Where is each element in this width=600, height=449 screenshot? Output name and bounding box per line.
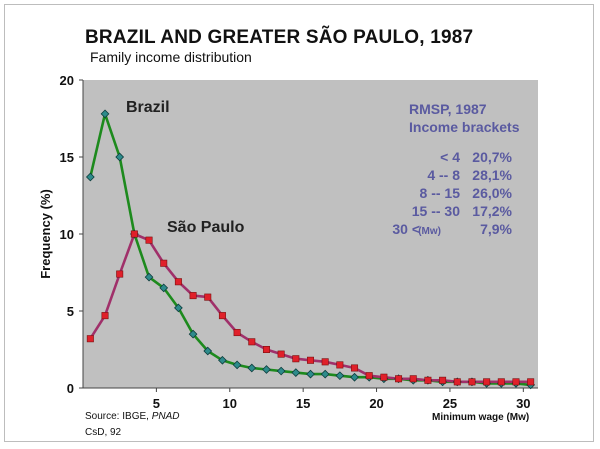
point-s-o-paulo-25 bbox=[453, 378, 461, 386]
y-axis-ticks: 0 5 10 15 20 bbox=[60, 73, 83, 396]
point-s-o-paulo-15 bbox=[306, 356, 314, 364]
point-brazil-7 bbox=[188, 329, 198, 339]
annotation-header-income-brackets: Income brackets bbox=[409, 119, 520, 135]
point-s-o-paulo-23 bbox=[424, 376, 432, 384]
source-note: Source: IBGE, PNAD bbox=[85, 411, 180, 422]
point-s-o-paulo-7 bbox=[189, 292, 197, 300]
point-s-o-paulo-8 bbox=[204, 293, 212, 301]
point-brazil-5 bbox=[159, 283, 169, 293]
point-brazil-4 bbox=[144, 272, 154, 282]
series-markers bbox=[85, 109, 536, 390]
bracket-value-3: 17,2% bbox=[472, 203, 512, 219]
bracket-range-4: 30 < bbox=[392, 221, 420, 237]
point-brazil-16 bbox=[320, 369, 330, 379]
point-s-o-paulo-4 bbox=[145, 236, 153, 244]
chart-subtitle: Family income distribution bbox=[90, 49, 252, 65]
y-tick-label-15: 15 bbox=[60, 150, 74, 165]
point-s-o-paulo-3 bbox=[130, 230, 138, 238]
bracket-range-0: < 4 bbox=[440, 149, 460, 165]
point-s-o-paulo-0 bbox=[86, 335, 94, 343]
point-s-o-paulo-21 bbox=[395, 375, 403, 383]
x-tick-label-30: 30 bbox=[516, 396, 530, 411]
y-tick-label-0: 0 bbox=[67, 381, 74, 396]
point-brazil-10 bbox=[232, 360, 242, 370]
figure-frame bbox=[4, 4, 594, 442]
point-s-o-paulo-30 bbox=[527, 378, 535, 386]
point-brazil-6 bbox=[174, 303, 183, 313]
y-tick-label-20: 20 bbox=[60, 73, 74, 88]
bracket-range-1: 4 -- 8 bbox=[427, 167, 460, 183]
x-tick-label-15: 15 bbox=[296, 396, 310, 411]
bracket-range-3: 15 -- 30 bbox=[412, 203, 460, 219]
point-brazil-8 bbox=[203, 346, 213, 356]
point-brazil-0 bbox=[85, 172, 95, 182]
point-brazil-2 bbox=[115, 152, 125, 162]
point-s-o-paulo-6 bbox=[174, 278, 182, 286]
annotation-header-rmsp: RMSP, 1987 bbox=[409, 101, 487, 117]
point-s-o-paulo-26 bbox=[468, 378, 476, 386]
point-s-o-paulo-1 bbox=[101, 312, 109, 320]
point-brazil-14 bbox=[291, 368, 301, 377]
point-s-o-paulo-13 bbox=[277, 350, 285, 358]
chart-title: BRAZIL AND GREATER SÃO PAULO, 1987 bbox=[85, 27, 474, 48]
point-s-o-paulo-2 bbox=[116, 270, 124, 278]
credit-note: CsD, 92 bbox=[85, 427, 122, 438]
point-brazil-15 bbox=[306, 369, 315, 379]
point-s-o-paulo-17 bbox=[336, 361, 344, 369]
point-s-o-paulo-27 bbox=[483, 378, 491, 386]
point-s-o-paulo-19 bbox=[365, 372, 373, 380]
point-brazil-18 bbox=[350, 372, 359, 382]
y-tick-label-10: 10 bbox=[60, 227, 74, 242]
x-axis-ticks: 5 10 15 20 25 30 bbox=[153, 388, 531, 411]
point-brazil-11 bbox=[247, 363, 257, 373]
series-label-sao-paulo: São Paulo bbox=[167, 219, 245, 236]
point-s-o-paulo-24 bbox=[439, 376, 447, 384]
bracket-value-2: 26,0% bbox=[472, 185, 512, 201]
x-axis-label: Minimum wage (Mw) bbox=[432, 412, 530, 423]
bracket-value-1: 28,1% bbox=[472, 167, 512, 183]
source-label: Source: IBGE, bbox=[85, 411, 152, 422]
bracket-value-0: 20,7% bbox=[472, 149, 512, 165]
bracket-range-2: 8 -- 15 bbox=[420, 185, 461, 201]
point-brazil-12 bbox=[262, 365, 271, 374]
point-brazil-9 bbox=[218, 355, 227, 365]
y-tick-label-5: 5 bbox=[67, 304, 74, 319]
point-s-o-paulo-9 bbox=[218, 312, 226, 320]
point-s-o-paulo-22 bbox=[409, 375, 417, 383]
point-s-o-paulo-20 bbox=[380, 373, 388, 381]
point-brazil-17 bbox=[335, 371, 345, 381]
x-tick-label-10: 10 bbox=[223, 396, 237, 411]
x-tick-label-5: 5 bbox=[153, 396, 160, 411]
y-axis-label: Frequency (%) bbox=[38, 189, 53, 279]
x-tick-label-20: 20 bbox=[369, 396, 383, 411]
point-s-o-paulo-11 bbox=[248, 338, 256, 346]
point-s-o-paulo-28 bbox=[497, 378, 505, 386]
point-s-o-paulo-14 bbox=[292, 355, 300, 363]
plot-area bbox=[83, 80, 538, 388]
point-s-o-paulo-29 bbox=[512, 378, 520, 386]
point-s-o-paulo-12 bbox=[262, 345, 270, 353]
bracket-value-4: 7,9% bbox=[480, 221, 512, 237]
income-brackets-annotation: RMSP, 1987 Income brackets < 4 20,7% 4 -- … bbox=[392, 101, 519, 237]
series-label-brazil: Brazil bbox=[126, 99, 170, 116]
bracket-unit-4: (Mw) bbox=[418, 226, 441, 237]
point-s-o-paulo-16 bbox=[321, 358, 329, 366]
point-s-o-paulo-10 bbox=[233, 329, 241, 337]
point-brazil-1 bbox=[100, 109, 110, 119]
source-dataset: PNAD bbox=[151, 411, 180, 422]
x-tick-label-25: 25 bbox=[443, 396, 457, 411]
point-brazil-13 bbox=[276, 366, 286, 376]
point-s-o-paulo-5 bbox=[160, 259, 168, 267]
point-s-o-paulo-18 bbox=[351, 364, 359, 372]
